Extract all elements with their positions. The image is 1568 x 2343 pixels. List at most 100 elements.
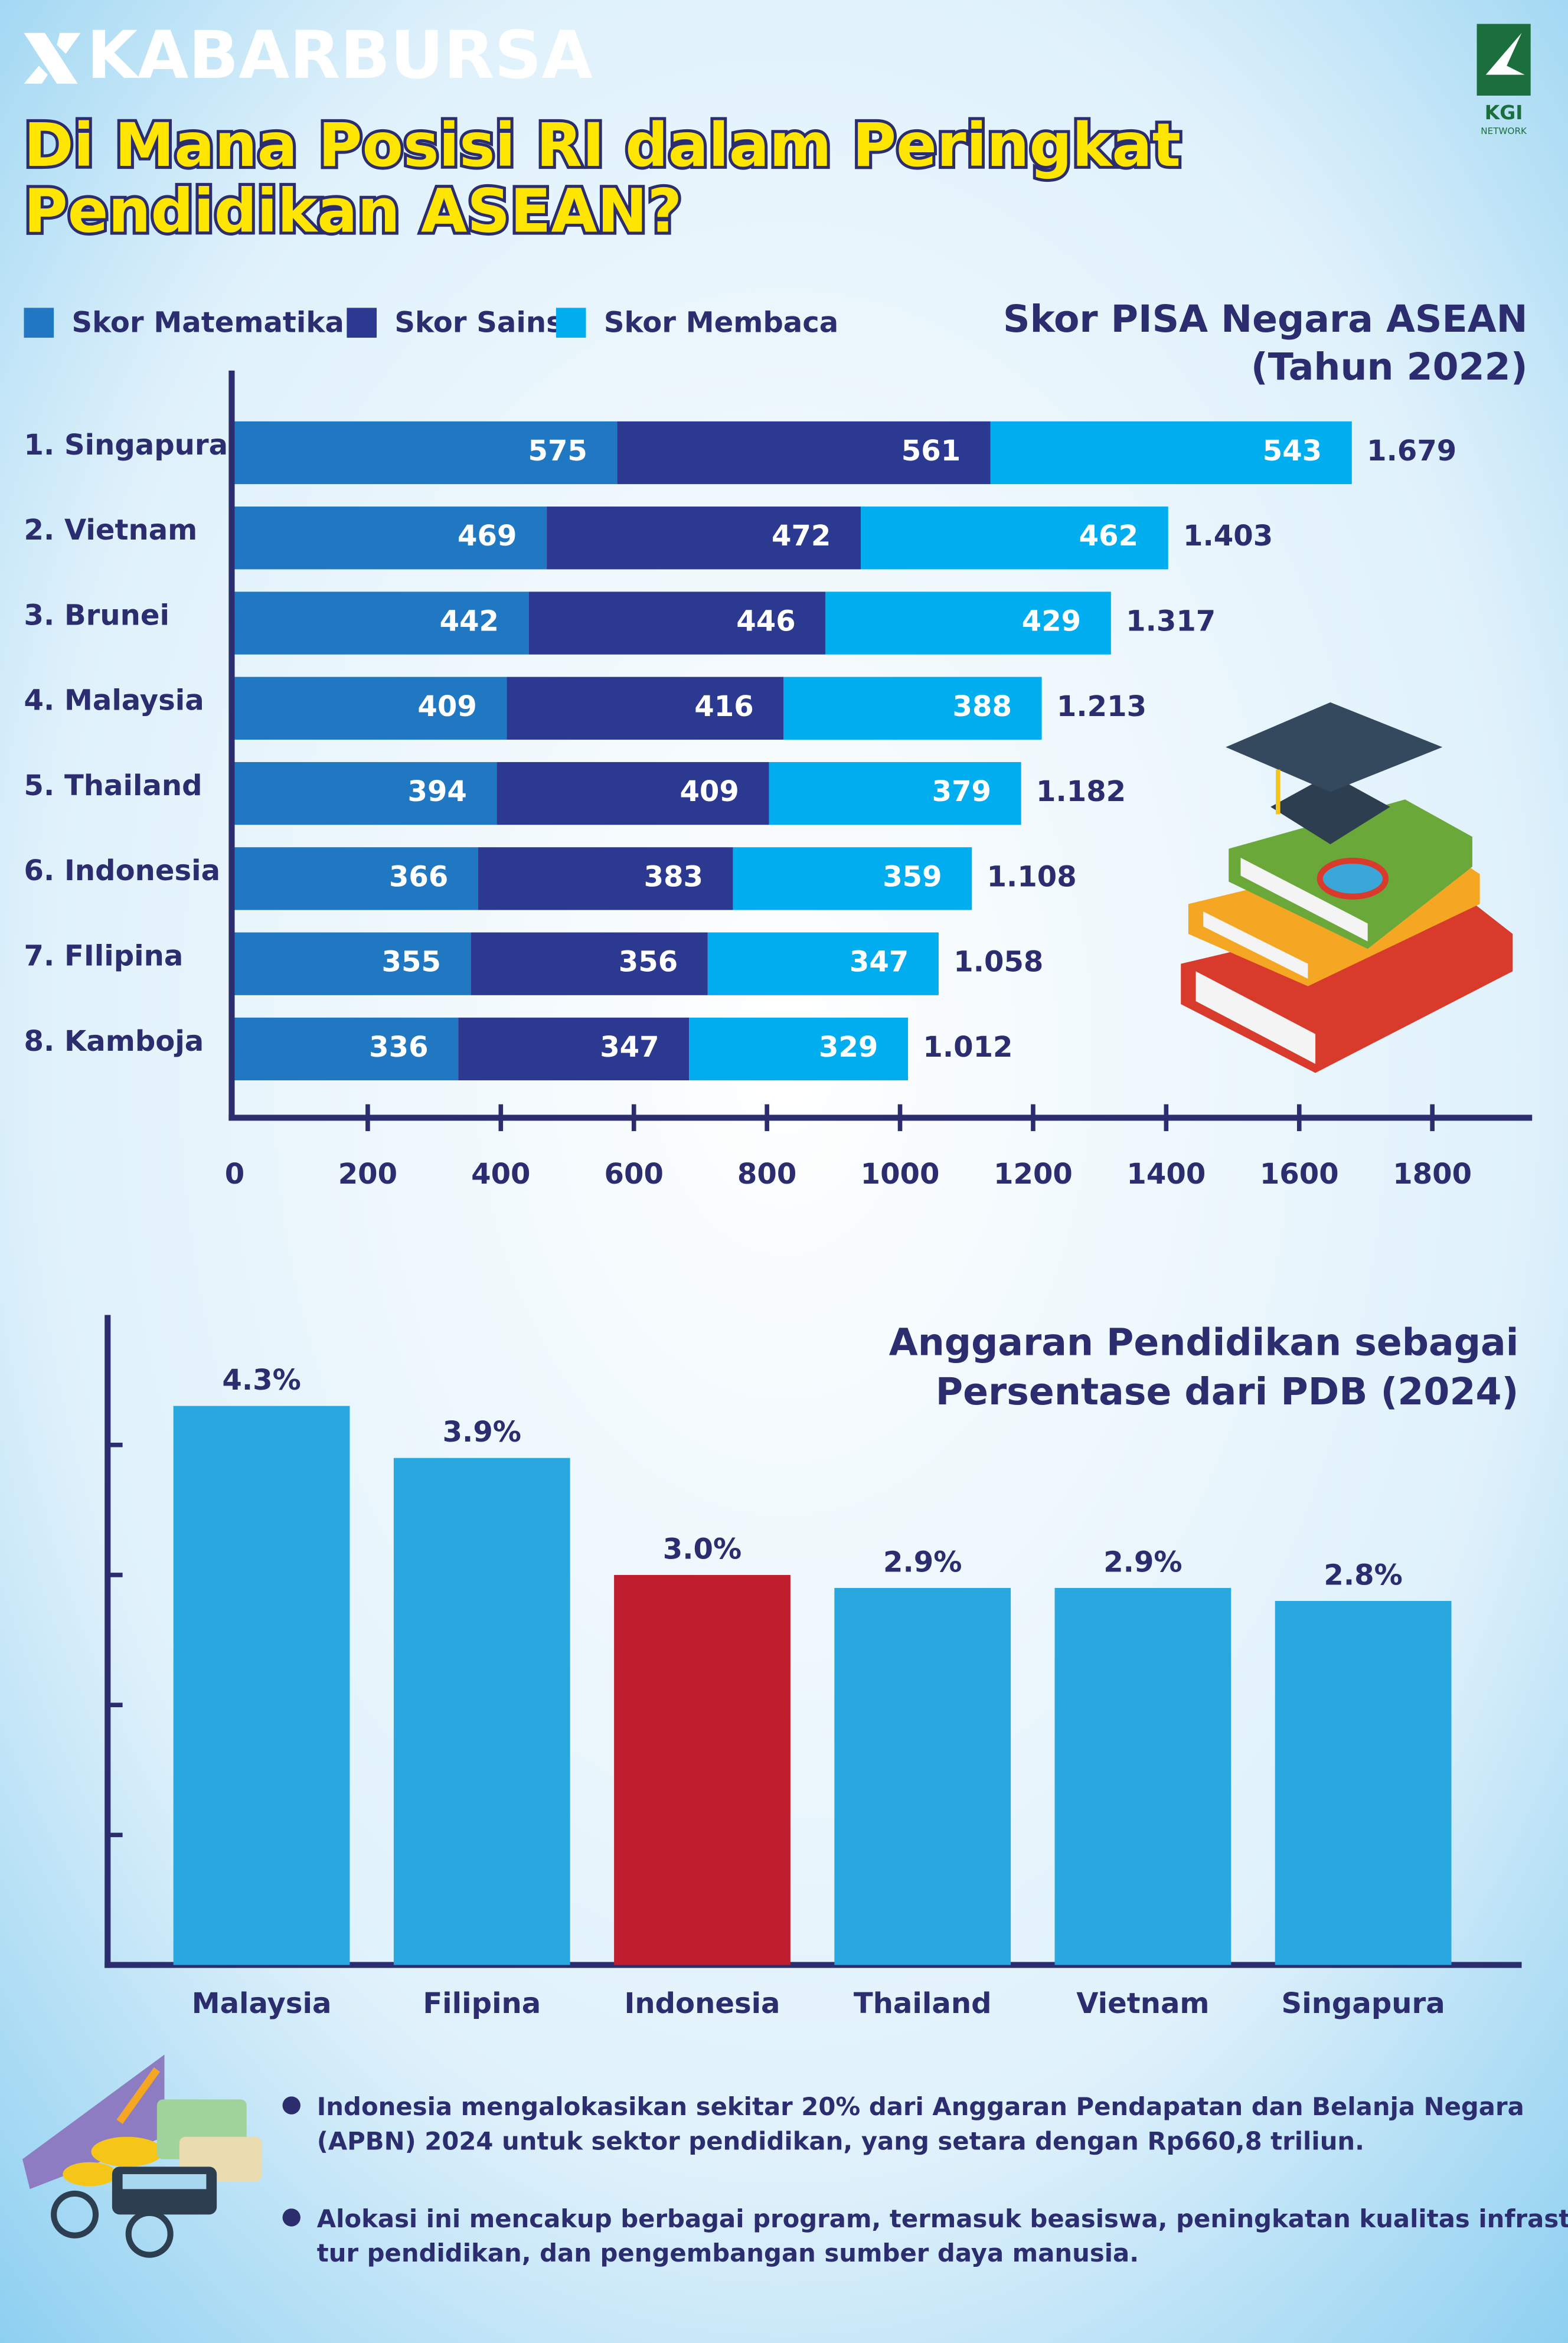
value-label: 409 [417,690,476,723]
legend-label: Skor Membaca [604,306,838,339]
total-label: 1.108 [987,860,1077,893]
legend-swatch [24,308,54,338]
bar-segment [825,592,1111,655]
bar-segment [458,1017,690,1081]
category-label: 4. Malaysia [24,684,204,717]
value-label: 416 [694,690,753,723]
category-label: 5. Thailand [24,769,202,802]
x-tick-label: Thailand [854,1987,992,2020]
bar-segment [769,762,1021,825]
x-tick-label: 200 [338,1158,397,1191]
value-label: 462 [1079,519,1138,553]
total-label: 1.182 [1036,775,1126,808]
category-label: 6. Indonesia [24,854,221,887]
books-illustration [1181,702,1513,1073]
legend-label: Skor Sains [394,306,563,339]
bar-segment [617,421,991,485]
legend-label: Skor Matematika [72,306,344,339]
x-tick-label: 1200 [994,1158,1073,1191]
note-text: Indonesia mengalokasikan sekitar 20% dar… [317,2092,1524,2121]
value-label: 3.9% [443,1416,521,1449]
category-label: 1. Singapura [24,429,228,462]
value-label: 394 [408,775,467,808]
value-label: 379 [932,775,991,808]
chart-title: Skor PISA Negara ASEAN [1003,297,1528,341]
bar-segment [783,677,1042,740]
bar-segment [234,762,497,825]
value-label: 469 [458,519,517,553]
bar-segment [689,1017,909,1081]
bar-segment [234,1017,459,1081]
category-label: 3. Brunei [24,599,169,632]
bar-segment [707,932,939,995]
value-label: 429 [1022,605,1081,638]
value-label: 388 [953,690,1012,723]
bar-segment [234,847,479,910]
x-tick-label: 1400 [1126,1158,1206,1191]
category-label: 7. FIlipina [24,940,184,973]
bar [393,1458,570,1965]
value-label: 409 [680,775,739,808]
value-label: 356 [619,946,678,979]
brand-icon [24,32,81,84]
bar-segment [861,506,1168,570]
brand: KABARBURSA [87,18,593,94]
x-tick-label: 400 [471,1158,530,1191]
x-tick-label: Malaysia [192,1987,332,2020]
value-label: 561 [901,434,961,468]
bar-segment [234,421,618,485]
x-tick-label: 1600 [1260,1158,1339,1191]
value-label: 2.9% [1103,1545,1182,1579]
value-label: 4.3% [222,1364,300,1397]
value-label: 2.8% [1324,1558,1402,1592]
chart-title: (Tahun 2022) [1251,345,1528,388]
x-tick-label: Indonesia [624,1987,780,2020]
value-label: 329 [819,1031,878,1064]
x-tick-label: 0 [225,1158,244,1191]
value-label: 3.0% [663,1532,741,1566]
bar [614,1574,790,1965]
legend-swatch [556,308,586,338]
bar [1275,1600,1452,1965]
legend-swatch [347,308,377,338]
bar-segment [234,506,547,570]
value-label: 359 [883,860,942,893]
main-title: Pendidikan ASEAN? [24,176,682,246]
bullet [282,2096,300,2115]
bar-segment [528,592,826,655]
total-label: 1.317 [1126,605,1216,638]
value-label: 543 [1263,434,1322,468]
total-label: 1.213 [1057,690,1146,723]
x-tick-label: 1000 [861,1158,940,1191]
kgi-text: KGI [1485,101,1523,124]
bar [1054,1587,1231,1965]
category-label: 2. Vietnam [24,514,198,547]
bar-segment [733,847,972,910]
bar-segment [234,932,471,995]
total-label: 1.679 [1367,434,1456,468]
kgi-logo [1476,24,1531,96]
value-label: 383 [644,860,703,893]
value-label: 442 [440,605,499,638]
total-label: 1.403 [1183,519,1273,553]
x-tick-label: Vietnam [1076,1987,1209,2020]
x-tick-label: 800 [737,1158,796,1191]
value-label: 446 [736,605,795,638]
money-illustration [22,2054,262,2258]
x-tick-label: Singapura [1282,1987,1445,2020]
bullet [282,2208,300,2227]
total-label: 1.012 [923,1031,1012,1064]
bar-segment [507,677,784,740]
value-label: 347 [850,946,909,979]
bar-segment [990,421,1352,485]
chart-title: Persentase dari PDB (2024) [936,1370,1519,1413]
value-label: 355 [382,946,441,979]
kgi-sub: NETWORK [1481,126,1527,136]
total-label: 1.058 [953,946,1043,979]
bar-segment [234,677,507,740]
bar [834,1587,1011,1965]
chart-title: Anggaran Pendidikan sebagai [889,1321,1519,1364]
bar-segment [478,847,733,910]
note-text: Alokasi ini mencakup berbagai program, t… [317,2204,1568,2233]
